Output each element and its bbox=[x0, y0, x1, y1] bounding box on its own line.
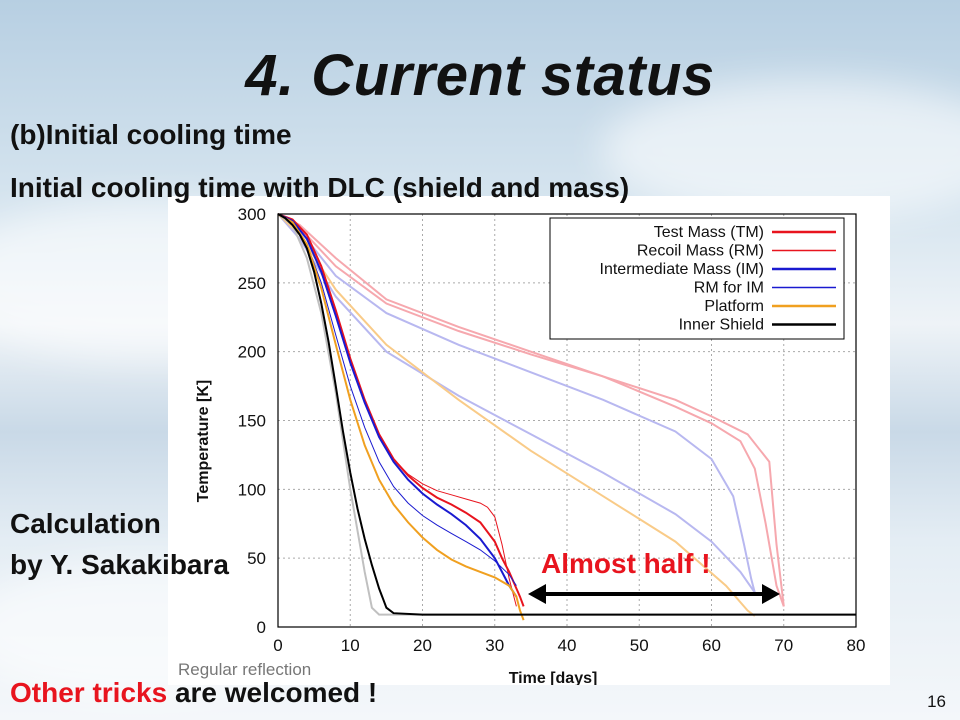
credit-line-2: by Y. Sakakibara bbox=[10, 549, 229, 580]
footer-highlight: Other tricks bbox=[10, 677, 168, 708]
series-line-4 bbox=[277, 213, 525, 621]
legend-label-1: Recoil Mass (RM) bbox=[637, 243, 764, 260]
x-tick-label-7: 70 bbox=[774, 636, 793, 655]
x-tick-label-1: 10 bbox=[341, 636, 360, 655]
y-tick-label-2: 100 bbox=[238, 480, 266, 499]
x-tick-label-5: 50 bbox=[630, 636, 649, 655]
y-tick-label-1: 50 bbox=[247, 549, 266, 568]
slide-subtitle: (b)Initial cooling time bbox=[10, 119, 292, 150]
series-group bbox=[277, 213, 856, 621]
x-axis-label: Time [days] bbox=[509, 670, 598, 685]
credit-line-1: Calculation bbox=[10, 508, 161, 539]
x-tick-label-3: 30 bbox=[485, 636, 504, 655]
x-tick-label-4: 40 bbox=[558, 636, 577, 655]
chart-axes: 0 10 20 30 40 50 60 70 80 0 50 100 150 200 250 300 bbox=[238, 205, 866, 655]
series-line-2 bbox=[277, 213, 518, 598]
chart-panel: 0 10 20 30 40 50 60 70 80 0 50 100 150 200 250 300 Test… bbox=[168, 196, 890, 685]
watermark-text: Regular reflection bbox=[178, 660, 311, 679]
footer-note: Other tricks are welcomed ! bbox=[10, 677, 377, 709]
slide-title: 4. Current status bbox=[245, 43, 715, 108]
cooling-chart: 0 10 20 30 40 50 60 70 80 0 50 100 150 200 250 300 Test… bbox=[178, 205, 866, 685]
x-tick-label-8: 80 bbox=[847, 636, 866, 655]
y-axis-label: Temperature [K] bbox=[195, 380, 212, 502]
y-tick-label-3: 150 bbox=[238, 412, 266, 431]
faded-series-line-2 bbox=[277, 213, 756, 593]
faded-series-line-5 bbox=[277, 213, 856, 616]
page-number: 16 bbox=[927, 692, 946, 711]
chart-legend: Test Mass (TM) Recoil Mass (RM)Intermedia… bbox=[549, 217, 845, 340]
y-tick-label-6: 300 bbox=[238, 205, 266, 224]
series-line-5 bbox=[277, 213, 856, 616]
legend-label-3: RM for IM bbox=[694, 280, 764, 297]
faded-series-line-0 bbox=[277, 213, 785, 607]
almost-half-callout: Almost half ! bbox=[541, 548, 711, 579]
series-line-3 bbox=[277, 213, 517, 586]
comparison-arrow bbox=[528, 584, 780, 604]
x-tick-label-0: 0 bbox=[273, 636, 282, 655]
footer-rest: are welcomed ! bbox=[167, 677, 378, 708]
y-tick-label-5: 250 bbox=[238, 274, 266, 293]
y-tick-label-4: 200 bbox=[238, 343, 266, 362]
y-tick-label-0: 0 bbox=[257, 618, 266, 637]
legend-label-2: Intermediate Mass (IM) bbox=[600, 261, 764, 278]
legend-label-4: Platform bbox=[704, 298, 764, 315]
legend-label-5: Inner Shield bbox=[679, 317, 764, 334]
series-line-1 bbox=[277, 213, 517, 607]
x-tick-label-6: 60 bbox=[702, 636, 721, 655]
credit-text: Calculation by Y. Sakakibara bbox=[10, 503, 229, 585]
legend-box bbox=[549, 217, 845, 340]
faded-series-line-1 bbox=[277, 213, 785, 607]
plot-frame bbox=[277, 213, 857, 628]
x-tick-label-2: 20 bbox=[413, 636, 432, 655]
legend-label-0: Test Mass (TM) bbox=[654, 224, 764, 241]
chart-caption: Initial cooling time with DLC (shield an… bbox=[10, 172, 630, 203]
